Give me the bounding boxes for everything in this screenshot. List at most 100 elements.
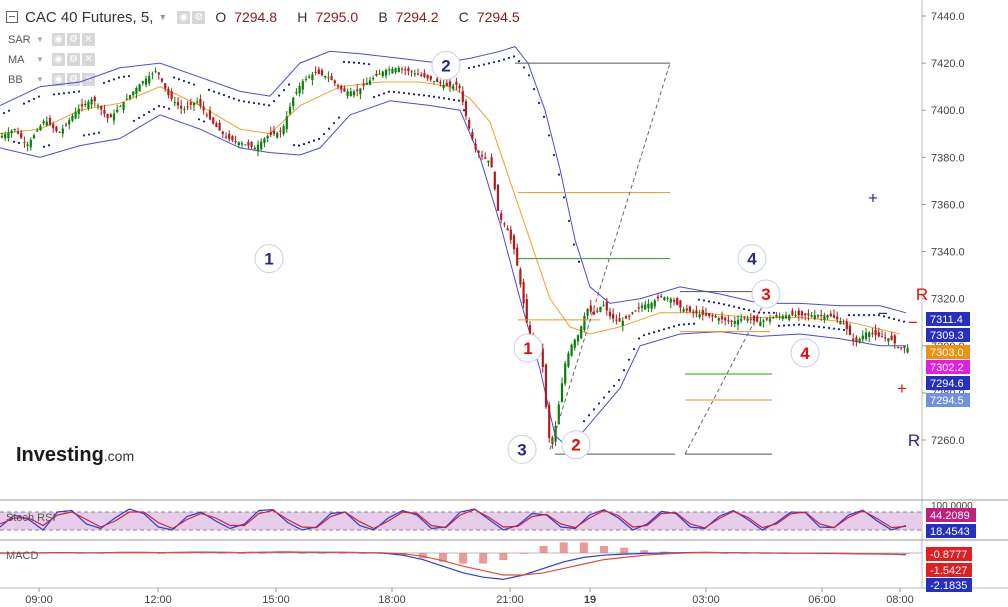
candle-body	[516, 247, 519, 266]
candle-body	[109, 114, 112, 118]
candle-body	[10, 130, 13, 134]
candle-body	[778, 316, 781, 318]
wave-label: 2	[441, 56, 450, 75]
sar-dot	[872, 314, 876, 317]
sar-dot	[137, 116, 141, 119]
candle-body	[794, 315, 797, 317]
close-icon[interactable]: ✕	[81, 33, 95, 46]
sar-dot	[777, 324, 781, 327]
candle-body	[320, 70, 324, 75]
candle-body	[141, 81, 144, 84]
candle-body	[125, 98, 128, 100]
chevron-down-icon[interactable]: ▼	[158, 12, 168, 22]
sar-dot	[587, 414, 591, 417]
sar-dot	[472, 65, 476, 68]
sar-dot	[352, 61, 356, 64]
sar-dot	[197, 118, 201, 121]
sar-dot	[412, 93, 416, 96]
candle-body	[436, 78, 439, 83]
candle-body	[90, 99, 93, 105]
macd-signal-line	[0, 551, 907, 576]
candle-body	[333, 80, 336, 84]
sar-dot	[517, 60, 521, 63]
candle-body	[557, 404, 560, 425]
price-label: 7309.3	[930, 330, 964, 342]
visibility-icon[interactable]: ◉	[51, 73, 65, 86]
candle-body	[372, 77, 375, 80]
candle-body	[128, 95, 132, 99]
candle-body	[359, 88, 362, 95]
candle-body	[20, 132, 23, 138]
candle-body	[887, 338, 890, 342]
sar-dot	[897, 319, 901, 322]
sar-dot	[427, 94, 431, 98]
candle-body	[858, 338, 861, 343]
candle-body	[647, 303, 650, 309]
sar-dot	[202, 120, 206, 123]
candle-body	[298, 85, 301, 94]
candle-body	[711, 315, 714, 317]
sar-dot	[147, 110, 151, 114]
settings-icon[interactable]: ⚙	[66, 33, 80, 46]
collapse-icon[interactable]	[6, 11, 18, 23]
sar-dot	[112, 78, 116, 81]
candle-body	[68, 120, 71, 125]
sar-dot	[762, 311, 766, 314]
sar-dot	[372, 95, 376, 99]
sar-dot	[567, 219, 571, 223]
chevron-down-icon[interactable]: ▼	[36, 35, 44, 44]
settings-icon[interactable]: ⚙	[192, 10, 206, 24]
macd-value-label: -0.8777	[930, 549, 967, 561]
candle-body	[468, 119, 471, 129]
candle-body	[615, 319, 618, 321]
stoch-value-badge	[926, 508, 976, 522]
chevron-down-icon[interactable]: ▼	[36, 75, 44, 84]
sar-dot	[157, 105, 161, 108]
candle-body	[621, 320, 624, 326]
visibility-icon[interactable]: ◉	[177, 10, 191, 24]
sar-dot	[27, 100, 31, 103]
candle-body	[285, 116, 288, 130]
sar-dot	[727, 304, 731, 307]
stoch-rsi-line-1	[0, 508, 907, 530]
bollinger-lower	[0, 100, 906, 446]
sar-dot	[77, 90, 81, 93]
macd-histogram-bar	[237, 553, 246, 554]
close-icon[interactable]: ✕	[81, 53, 95, 66]
price-label-badge	[926, 393, 970, 407]
candle-body	[688, 306, 692, 312]
chart-marker: +	[868, 188, 878, 207]
y-tick-label: 7420.0	[931, 58, 965, 70]
sar-dot	[592, 408, 596, 411]
sar-dot	[757, 311, 761, 314]
chevron-down-icon[interactable]: ▼	[36, 55, 44, 64]
sar-dot	[247, 101, 251, 104]
sar-dot	[152, 107, 156, 111]
sar-dot	[542, 115, 546, 118]
candle-body	[724, 317, 727, 321]
sar-dot	[432, 95, 436, 98]
candle-body	[250, 141, 253, 147]
settings-icon[interactable]: ⚙	[66, 53, 80, 66]
wave-label-circle	[561, 430, 591, 460]
macd-histogram-bar	[499, 553, 508, 561]
candle-body	[253, 147, 256, 150]
visibility-icon[interactable]: ◉	[51, 53, 65, 66]
sar-dot	[342, 60, 346, 63]
price-label: 7303.0	[930, 347, 964, 359]
sar-dot	[227, 95, 231, 99]
sar-dot	[317, 137, 321, 140]
candle-body	[160, 78, 164, 82]
candle-body	[272, 130, 276, 134]
candle-body	[384, 69, 388, 76]
visibility-icon[interactable]: ◉	[51, 33, 65, 46]
sar-dot	[602, 396, 606, 399]
candle-body	[282, 126, 285, 134]
sar-dot	[582, 420, 586, 423]
candle-body	[871, 332, 874, 334]
y-tick-label: 7260.0	[931, 435, 965, 447]
candle-body	[548, 405, 551, 438]
candle-body	[554, 426, 557, 442]
candle-body	[151, 73, 154, 75]
